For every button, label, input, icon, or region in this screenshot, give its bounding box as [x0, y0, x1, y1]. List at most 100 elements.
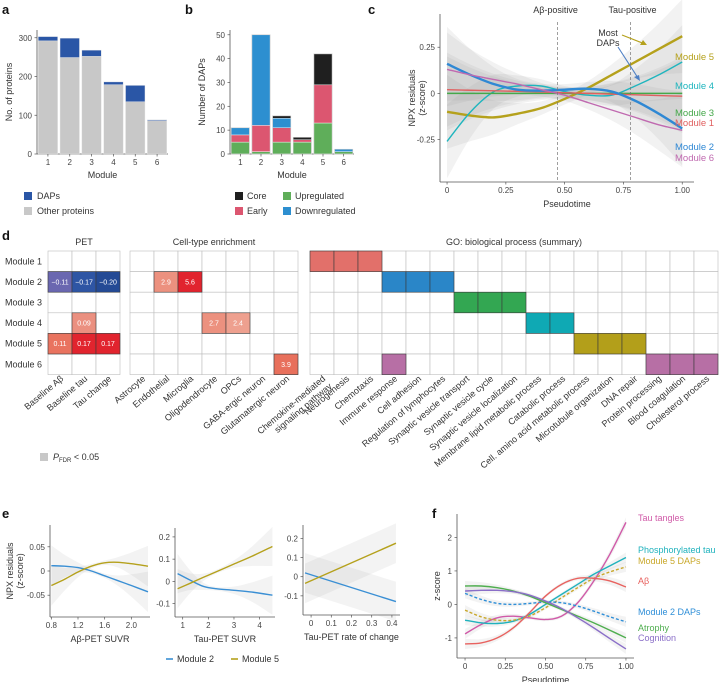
- heatmap-cell: [95, 312, 121, 334]
- confidence-band-module-2: [177, 554, 273, 615]
- cell-value: 3.9: [281, 362, 291, 369]
- line-a: [465, 577, 627, 645]
- confidence-band-module-2: [447, 26, 683, 166]
- bar-other-proteins-module-6: [147, 120, 168, 155]
- bar-daps-module-2: [59, 37, 80, 58]
- legend-swatch-core: [235, 192, 243, 200]
- bar-early-module-4: [293, 139, 312, 143]
- annotation-most-daps: Most DAPs: [596, 28, 620, 48]
- x-tick-label: 0: [445, 186, 450, 195]
- heatmap-cell: [549, 333, 575, 355]
- group-title-cell-type-enrichment: Cell-type enrichment: [173, 237, 256, 247]
- heatmap-cell: [381, 291, 407, 314]
- legend-rest: < 0.05: [71, 452, 99, 462]
- heatmap-cell: [47, 353, 73, 375]
- heatmap-cell: [273, 312, 299, 334]
- bar-downregulated-module-1: [230, 127, 250, 136]
- y-axis-label-line: (z-score): [417, 80, 427, 116]
- heatmap-cell: [453, 333, 479, 355]
- line-module-1: [447, 88, 683, 97]
- legend-swatch-early: [235, 207, 243, 215]
- line-module-5: [446, 35, 683, 119]
- heatmap-cell: [405, 333, 431, 355]
- legend-label-core: Core: [247, 191, 267, 201]
- line-module-5: [51, 561, 149, 587]
- heatmap-cell: [129, 291, 155, 314]
- x-tick-label: 2: [68, 158, 73, 167]
- legend-label-upregulated: Upregulated: [295, 191, 344, 201]
- heatmap-cell-significant: [525, 312, 551, 334]
- x-axis-label: Pseudotime: [543, 199, 591, 209]
- y-tick-label: -0.1: [156, 600, 170, 609]
- bar-daps-module-4: [103, 81, 124, 85]
- heatmap-cell: [501, 333, 527, 355]
- heatmap-cell: [549, 271, 575, 293]
- heatmap-cell: [621, 250, 647, 272]
- chart-b: 1 2 3 4 5 6 0 10 20 30 40 50 Module Number of DAPs Cor…: [197, 30, 356, 216]
- column-label-chemokine-mediated-signaling-pathway: Chemokine-mediatedsignaling pathway: [255, 373, 334, 444]
- heatmap-cell: [273, 333, 299, 355]
- heatmap-cell: [429, 250, 455, 272]
- heatmap-cell: [333, 291, 359, 314]
- x-axis-label: Module: [277, 170, 307, 180]
- heatmap-cell: [621, 353, 647, 375]
- heatmap-cell: [669, 333, 695, 355]
- x-tick-label: 0.1: [326, 619, 338, 628]
- heatmap-cell: [693, 312, 719, 334]
- bar-other-proteins-module-3: [81, 56, 102, 155]
- heatmap-cell: [357, 291, 383, 314]
- series-label-module-2: Module 2: [675, 142, 714, 153]
- x-tick-label: 2.0: [126, 621, 138, 630]
- legend-label-downregulated: Downregulated: [295, 206, 356, 216]
- line-module-5: [177, 545, 273, 590]
- heatmap-cell: [201, 250, 227, 272]
- heatmap-cell: [405, 250, 431, 272]
- heatmap-cell: [645, 250, 671, 272]
- y-axis-label-line: (z-score): [15, 553, 25, 589]
- line-phosphorylated-tau: [464, 556, 627, 625]
- x-tick-label: 5: [133, 158, 138, 167]
- series-label-module-6: Module 6: [675, 153, 714, 164]
- x-axis-label: Tau-PET rate of change: [304, 632, 399, 642]
- heatmap-cell: [645, 291, 671, 314]
- x-tick-label: 2: [259, 158, 264, 167]
- heatmap-cell: [249, 291, 275, 314]
- heatmap-cell: [177, 353, 203, 375]
- arrowhead-icon: [640, 40, 647, 45]
- x-tick-label: 3: [279, 158, 284, 167]
- heatmap-cell: [597, 271, 623, 293]
- y-tick-label: 0.2: [159, 533, 171, 542]
- line-module-2: [304, 572, 397, 603]
- heatmap-cell: [225, 333, 251, 355]
- x-tick-label: 3: [89, 158, 94, 167]
- bar-daps-module-6: [147, 119, 168, 121]
- line-module-5-daps: [464, 566, 627, 622]
- line-tau-tangles: [464, 522, 627, 635]
- threshold-label-a-positive: Aβ-positive: [533, 5, 578, 15]
- heatmap-cell: [501, 271, 527, 293]
- bar-upregulated-module-6: [334, 151, 353, 155]
- heatmap-cell: [693, 271, 719, 293]
- heatmap-cell: [597, 250, 623, 272]
- x-tick-label: 4: [257, 621, 262, 630]
- x-tick-label: 1: [46, 158, 51, 167]
- y-tick-label: 40: [216, 55, 225, 64]
- legend-label-other-proteins: Other proteins: [37, 206, 95, 216]
- heatmap-cell: [95, 250, 121, 272]
- y-tick-label: 0.2: [287, 534, 299, 543]
- y-tick-label: 10: [216, 126, 225, 135]
- heatmap-cell: [225, 271, 251, 293]
- panel-label-d: d: [2, 228, 10, 243]
- heatmap-cell: [453, 353, 479, 375]
- x-tick-label: 0.3: [366, 619, 378, 628]
- heatmap-cell-significant: [645, 353, 671, 375]
- y-tick-label: -0.05: [27, 591, 46, 600]
- heatmap-cell: [129, 271, 155, 293]
- y-axis-label: NPX residuals(z-score): [407, 69, 427, 127]
- y-axis-label-line: NPX residuals: [407, 69, 417, 127]
- heatmap-cell: [597, 312, 623, 334]
- chart-f: 0 0.25 0.50 0.75 1.00 -1 0 1 2 Pseudotime z-score T…: [432, 513, 716, 682]
- annotation-arrow-module-2: [617, 46, 639, 79]
- heatmap-cell: [477, 271, 503, 293]
- bar-downregulated-module-6: [334, 149, 353, 152]
